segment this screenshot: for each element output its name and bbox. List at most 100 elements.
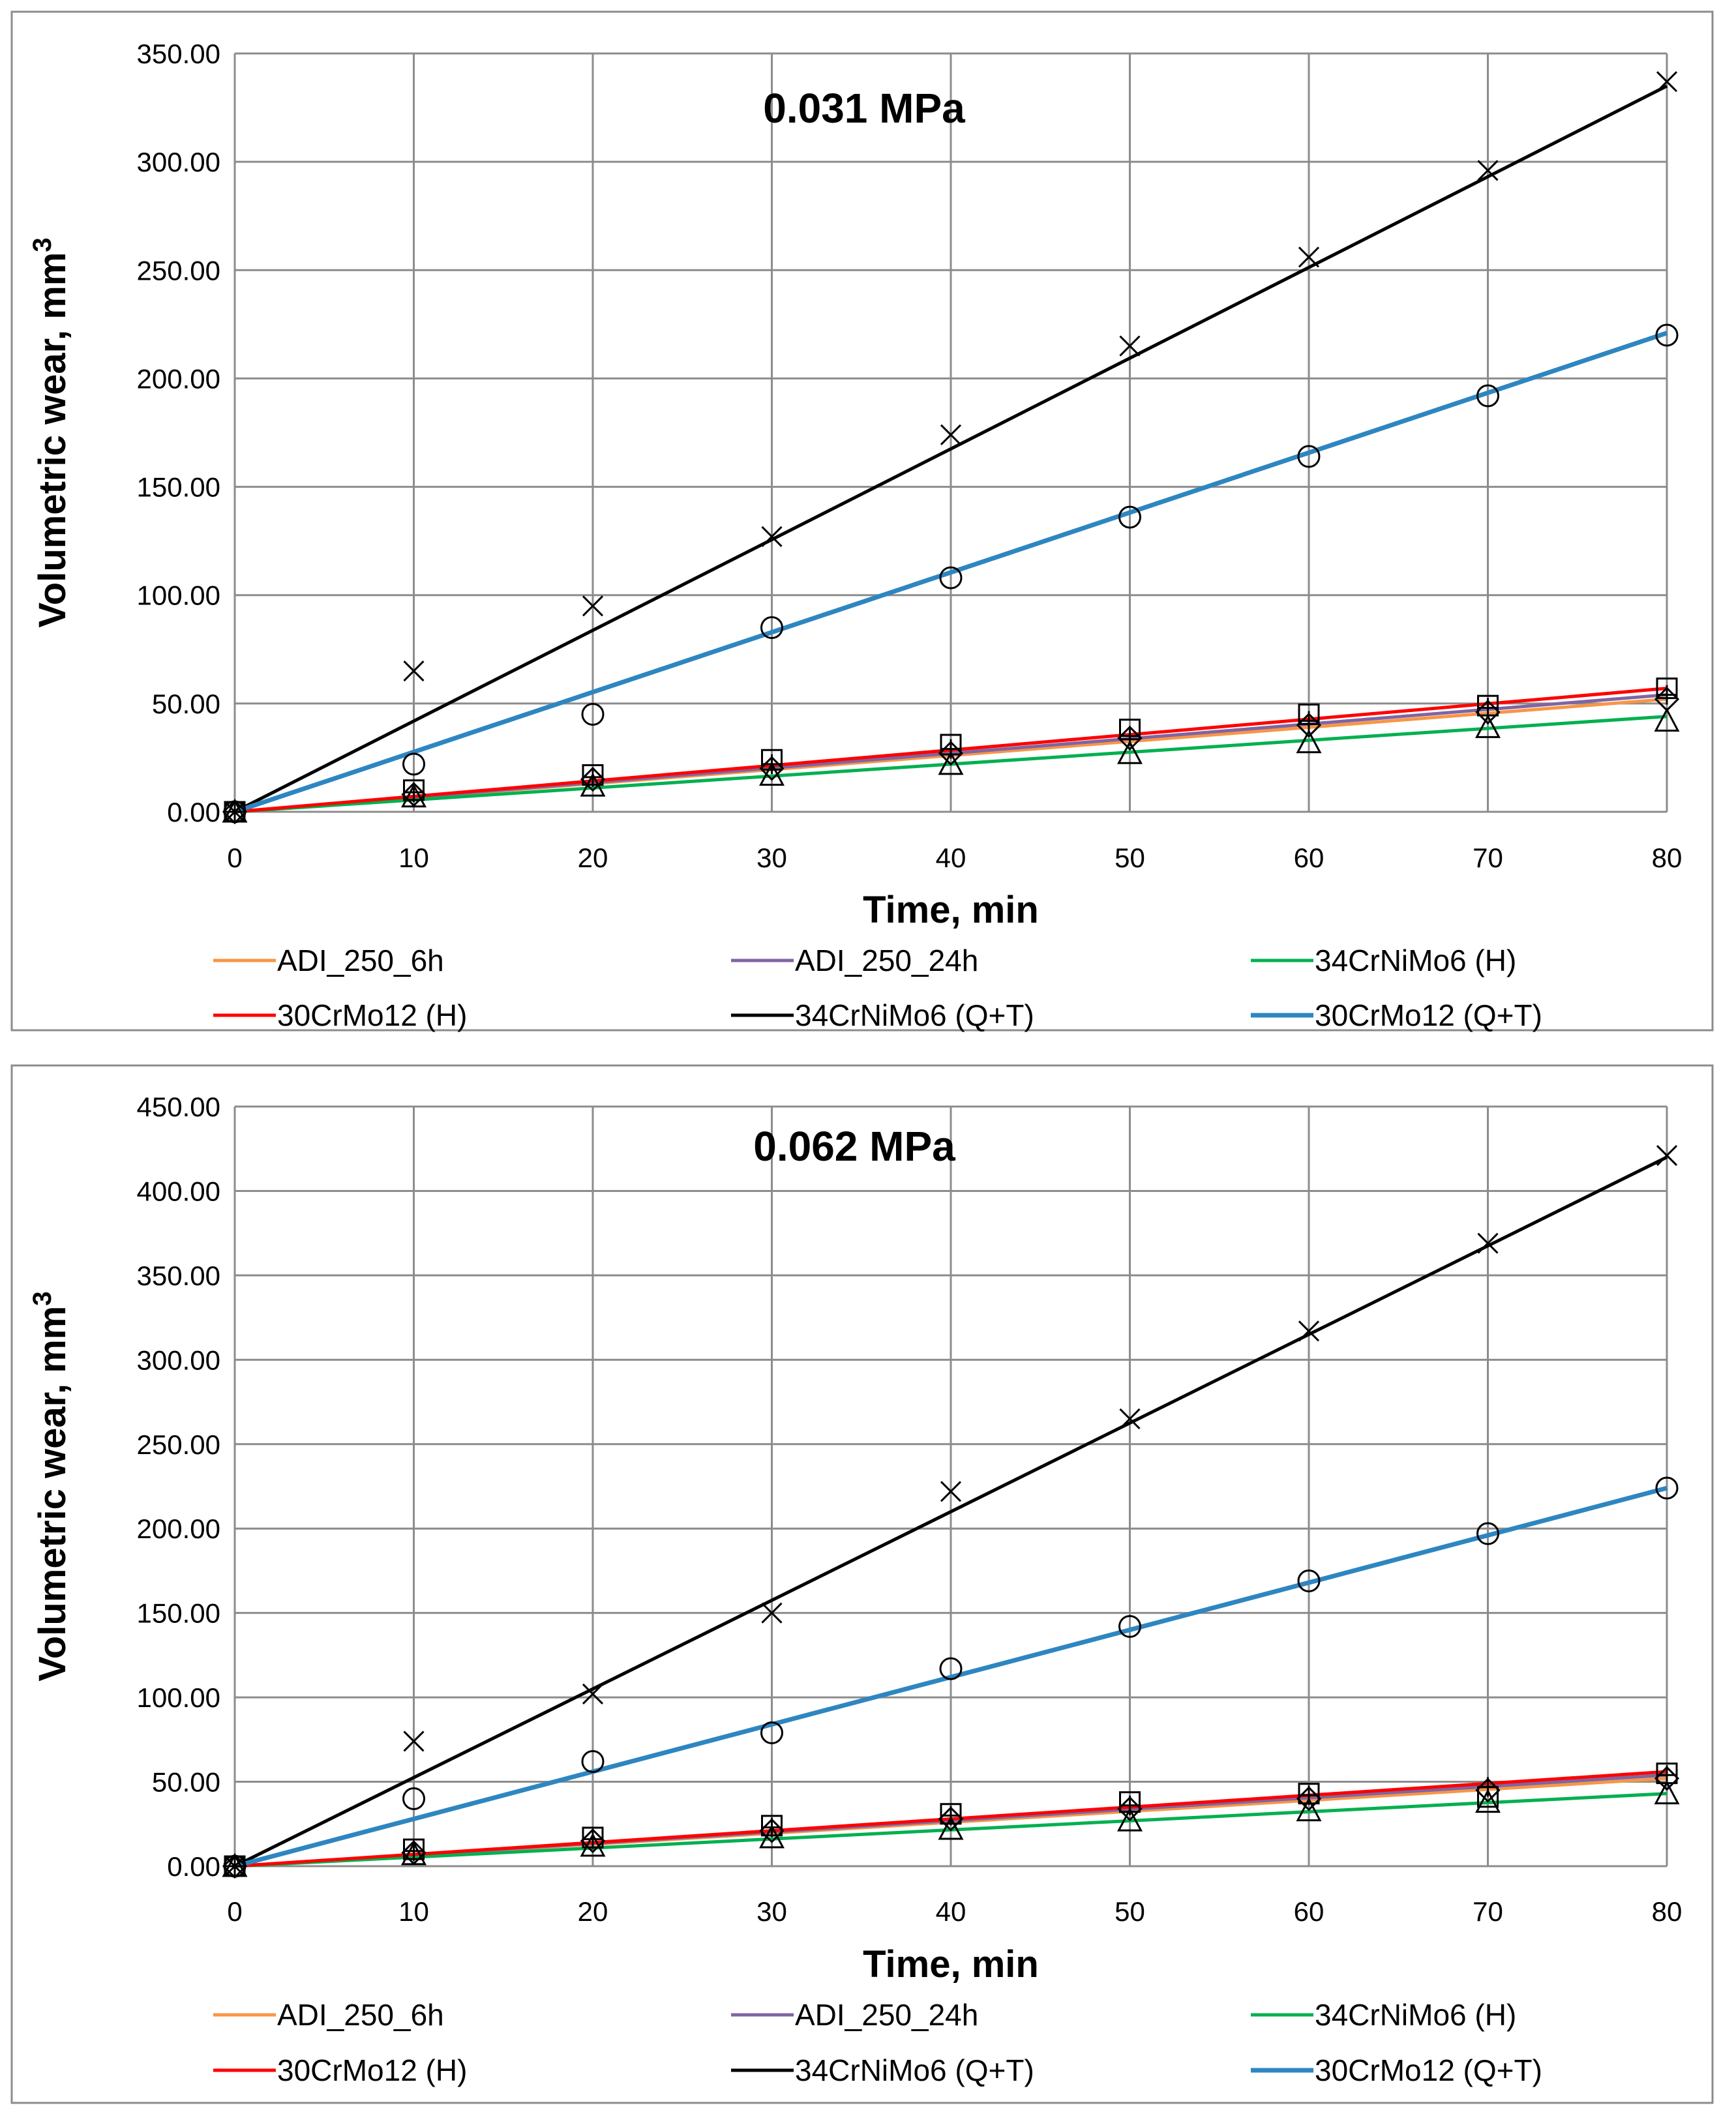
gridlines bbox=[233, 52, 1668, 813]
data-point bbox=[580, 767, 606, 792]
data-point bbox=[940, 734, 962, 756]
data-point bbox=[1476, 1522, 1499, 1545]
x-tick-label: 30 bbox=[756, 1896, 787, 1927]
x-axis-label: Time, min bbox=[863, 889, 1039, 931]
data-point bbox=[1477, 1232, 1499, 1254]
data-point bbox=[760, 616, 783, 640]
data-point bbox=[1656, 71, 1678, 93]
data-point bbox=[224, 801, 246, 823]
data-point bbox=[940, 1803, 962, 1825]
data-point bbox=[938, 1815, 964, 1840]
x-tick-label: 10 bbox=[398, 842, 429, 873]
trend-line bbox=[233, 1155, 1668, 1868]
data-point bbox=[403, 660, 425, 682]
data-point bbox=[1654, 707, 1680, 732]
data-point bbox=[1119, 1791, 1141, 1813]
y-tick-label: 300.00 bbox=[137, 1345, 220, 1375]
x-tick-label: 70 bbox=[1473, 1896, 1503, 1927]
y-axis-label: Volumetric wear, mm3 bbox=[28, 1291, 74, 1681]
data-point bbox=[761, 526, 783, 548]
y-tick-label: 300.00 bbox=[137, 147, 220, 177]
data-point bbox=[761, 749, 783, 771]
trend-line bbox=[234, 1485, 1668, 1869]
y-axis-label-text: Volumetric wear, mm bbox=[31, 252, 74, 628]
data-point bbox=[940, 424, 962, 445]
legend-label: 34CrNiMo6 (H) bbox=[1315, 944, 1516, 977]
legend-label: ADI_250_24h bbox=[795, 1998, 978, 2032]
chart-1: 0 10 20 30 40 50 60 70 80 0.00 50.00 100.00 150.00 20… bbox=[10, 10, 1714, 1032]
chart-title: 0.031 MPa bbox=[763, 85, 965, 132]
trend-line bbox=[233, 84, 1668, 814]
y-axis-label-superscript: 3 bbox=[28, 1291, 57, 1305]
series-34crnimo6-q-t- bbox=[233, 1155, 1668, 1868]
markers-30crmo12-q-t- bbox=[223, 323, 1679, 824]
data-point bbox=[582, 595, 604, 617]
y-tick-label: 350.00 bbox=[137, 38, 220, 69]
trend-line bbox=[233, 331, 1668, 814]
x-tick-label: 60 bbox=[1294, 842, 1324, 873]
y-tick-label: 250.00 bbox=[137, 255, 220, 286]
legend-label: ADI_250_6h bbox=[277, 1998, 444, 2032]
data-point bbox=[759, 762, 785, 786]
legend-label: 34CrNiMo6 (Q+T) bbox=[795, 998, 1034, 1032]
y-tick-label: 50.00 bbox=[152, 689, 220, 719]
x-tick-label: 30 bbox=[756, 842, 787, 873]
data-point bbox=[761, 1602, 783, 1624]
y-tick-label: 0.00 bbox=[167, 797, 220, 827]
data-point bbox=[223, 800, 247, 824]
markers-30crmo12-q-t- bbox=[223, 1476, 1679, 1878]
x-tick-label: 60 bbox=[1294, 1896, 1324, 1927]
data-point bbox=[1657, 685, 1677, 705]
data-point bbox=[1477, 694, 1499, 717]
data-point bbox=[1655, 323, 1679, 347]
data-point bbox=[760, 1721, 783, 1744]
x-tick-label: 20 bbox=[578, 842, 608, 873]
legend-label: 30CrMo12 (Q+T) bbox=[1315, 2053, 1542, 2087]
x-tick-label: 20 bbox=[578, 1896, 608, 1927]
legend-label: 30CrMo12 (H) bbox=[277, 2053, 467, 2087]
data-point bbox=[1654, 1780, 1680, 1805]
y-tick-label: 400.00 bbox=[137, 1176, 220, 1206]
x-axis-label: Time, min bbox=[863, 1943, 1039, 1986]
data-point bbox=[581, 1749, 605, 1773]
x-tick-label: 50 bbox=[1115, 842, 1145, 873]
y-axis-label-superscript: 3 bbox=[28, 237, 57, 252]
data-point bbox=[1655, 1476, 1679, 1500]
data-point bbox=[1298, 1783, 1320, 1805]
data-point bbox=[403, 1731, 425, 1752]
legend: ADI_250_6h ADI_250_24h 34CrNiMo6 (H) 30CrMo… bbox=[213, 944, 1542, 1032]
data-point bbox=[1656, 1763, 1678, 1785]
legend: ADI_250_6h ADI_250_24h 34CrNiMo6 (H) 30CrMo… bbox=[213, 1998, 1542, 2087]
data-point bbox=[1298, 246, 1320, 268]
data-point bbox=[1118, 1614, 1141, 1638]
data-point bbox=[759, 1824, 785, 1849]
data-point bbox=[223, 1854, 247, 1878]
data-point bbox=[1475, 1789, 1501, 1813]
x-tick-label: 80 bbox=[1652, 1896, 1683, 1927]
legend-label: 30CrMo12 (H) bbox=[277, 998, 467, 1032]
y-tick-label: 450.00 bbox=[137, 1092, 220, 1122]
data-point bbox=[761, 1815, 783, 1837]
markers-34crnimo6-q-t- bbox=[224, 1145, 1678, 1877]
x-tick-label: 80 bbox=[1652, 842, 1683, 873]
y-tick-label: 0.00 bbox=[167, 1851, 220, 1882]
data-point bbox=[582, 1826, 604, 1849]
data-point bbox=[580, 1832, 606, 1857]
data-point bbox=[1477, 160, 1499, 181]
data-point bbox=[1476, 384, 1499, 408]
data-point bbox=[1297, 1569, 1321, 1592]
data-point bbox=[1298, 703, 1320, 725]
data-point bbox=[1118, 505, 1141, 529]
series-30crmo12-q-t- bbox=[234, 1485, 1668, 1869]
data-point bbox=[1296, 729, 1322, 754]
data-point bbox=[581, 702, 605, 726]
y-tick-label: 50.00 bbox=[152, 1767, 220, 1798]
series-30crmo12-q-t- bbox=[233, 331, 1668, 814]
x-tick-label: 50 bbox=[1115, 1896, 1145, 1927]
y-tick-label: 200.00 bbox=[137, 1513, 220, 1544]
data-point bbox=[1299, 1785, 1319, 1806]
data-point bbox=[1477, 1786, 1499, 1808]
y-tick-label: 200.00 bbox=[137, 363, 220, 394]
y-tick-label: 100.00 bbox=[137, 1682, 220, 1713]
data-point bbox=[1117, 740, 1143, 764]
